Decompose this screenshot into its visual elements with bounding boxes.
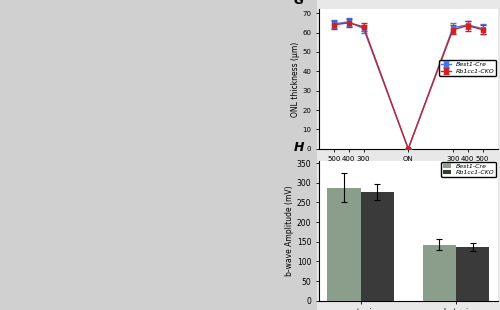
Bar — [422, 245, 456, 301]
Legend: Best1-Cre, Rb1cc1-CKO: Best1-Cre, Rb1cc1-CKO — [442, 162, 496, 177]
Text: H: H — [294, 141, 304, 154]
Bar — [360, 192, 394, 301]
Legend: Best1-Cre, Rb1cc1-CKO: Best1-Cre, Rb1cc1-CKO — [440, 60, 496, 76]
X-axis label: Distance from the ON (μm): Distance from the ON (μm) — [356, 164, 460, 173]
Y-axis label: ONL thickness (μm): ONL thickness (μm) — [290, 42, 300, 117]
Bar — [327, 188, 360, 301]
Y-axis label: b-wave Amplitude (mV): b-wave Amplitude (mV) — [285, 186, 294, 276]
Text: G: G — [294, 0, 304, 7]
Bar — [456, 247, 490, 301]
